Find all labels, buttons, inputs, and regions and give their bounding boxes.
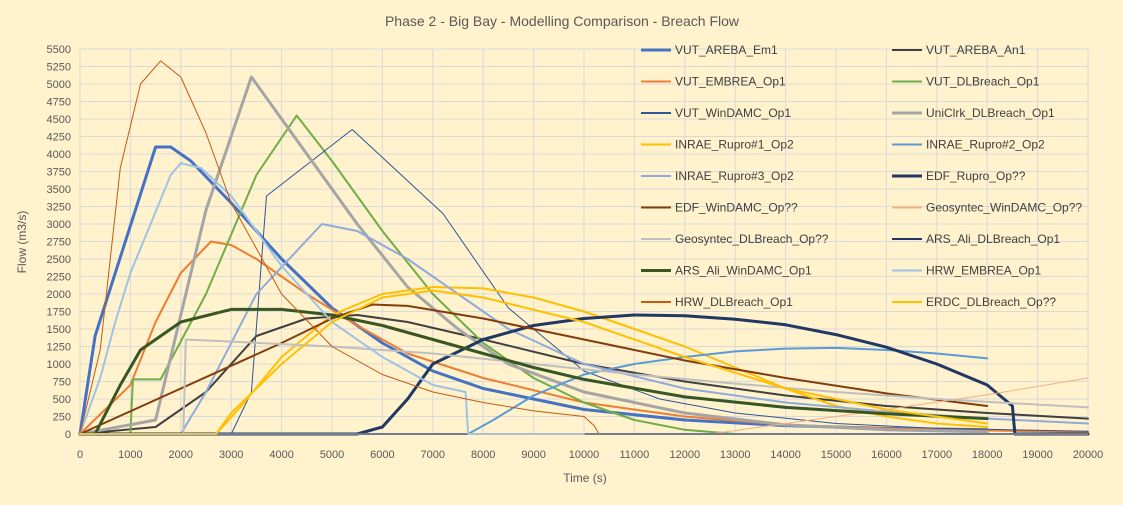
x-tick-label: 18000 <box>972 449 1003 461</box>
series-line-hrw-embrea-op1 <box>79 162 585 435</box>
series-line-vut-dlbreach-op1 <box>79 114 737 435</box>
x-tick-label: 5000 <box>320 449 344 461</box>
chart-title: Phase 2 - Big Bay - Modelling Comparison… <box>385 13 740 29</box>
legend-label: HRW_DLBreach_Op1 <box>675 295 793 309</box>
y-tick-label: 3000 <box>47 219 71 231</box>
y-tick-label: 2000 <box>47 289 71 301</box>
x-tick-label: 13000 <box>720 449 751 461</box>
legend-label: INRAE_Rupro#1_Op2 <box>675 138 794 152</box>
y-tick-label: 5500 <box>47 44 71 56</box>
x-tick-label: 6000 <box>370 449 394 461</box>
series-line-vut-areba-an1 <box>79 314 1089 435</box>
y-tick-label: 2500 <box>47 254 71 266</box>
x-tick-label: 2000 <box>169 449 193 461</box>
y-tick-label: 750 <box>53 377 71 389</box>
x-tick-label: 9000 <box>521 449 545 461</box>
y-tick-label: 500 <box>53 394 71 406</box>
x-tick-label: 3000 <box>219 449 243 461</box>
y-tick-label: 2250 <box>47 272 71 284</box>
legend-label: Geosyntec_WinDAMC_Op?? <box>926 201 1082 215</box>
legend-label: EDF_Rupro_Op?? <box>926 169 1026 183</box>
y-tick-label: 4250 <box>47 132 71 144</box>
legend: VUT_AREBA_Em1 VUT_AREBA_An1 VUT_EMBREA_Op1… <box>641 43 1082 309</box>
series-line-ars-ali-windamc-op1 <box>78 307 989 436</box>
y-tick-label: 1750 <box>47 307 71 319</box>
legend-label: ARS_Ali_WinDAMC_Op1 <box>675 264 812 278</box>
legend-label: INRAE_Rupro#3_Op2 <box>675 169 794 183</box>
x-tick-label: 19000 <box>1022 449 1053 461</box>
x-tick-label: 7000 <box>421 449 445 461</box>
series-line-vut-windamc-op1 <box>79 129 1089 435</box>
y-tick-label: 5000 <box>47 79 71 91</box>
legend-label: EDF_WinDAMC_Op?? <box>675 201 798 215</box>
legend-label: UniClrk_DLBreach_Op1 <box>926 106 1055 120</box>
y-tick-label: 3250 <box>47 202 71 214</box>
series-line-uniclrk-dlbreach-op1 <box>78 75 989 436</box>
y-tick-label: 5250 <box>47 62 71 74</box>
y-tick-label: 1500 <box>47 324 71 336</box>
legend-label: VUT_WinDAMC_Op1 <box>675 106 791 120</box>
y-tick-label: 4500 <box>47 114 71 126</box>
y-tick-label: 1000 <box>47 359 71 371</box>
series-line-hrw-dlbreach-op1 <box>79 60 1089 435</box>
y-tick-label: 3500 <box>47 184 71 196</box>
x-axis-title: Time (s) <box>563 471 607 485</box>
legend-label: Geosyntec_DLBreach_Op?? <box>675 232 829 246</box>
legend-label: VUT_AREBA_An1 <box>926 43 1026 57</box>
legend-label: VUT_AREBA_Em1 <box>675 43 778 57</box>
legend-label: VUT_EMBREA_Op1 <box>675 75 786 89</box>
y-tick-label: 3750 <box>47 167 71 179</box>
x-tick-label: 17000 <box>922 449 953 461</box>
legend-label: HRW_EMBREA_Op1 <box>926 264 1041 278</box>
y-axis-title: Flow (m3/s) <box>15 211 29 274</box>
x-tick-label: 4000 <box>269 449 293 461</box>
series-line-geosyntec-dlbreach-op- <box>79 338 1089 435</box>
x-tick-label: 11000 <box>620 449 650 461</box>
legend-label: ERDC_DLBreach_Op?? <box>926 295 1056 309</box>
y-tick-label: 4000 <box>47 149 71 161</box>
y-tick-label: 2750 <box>47 237 71 249</box>
x-tick-label: 10000 <box>569 449 600 461</box>
y-tick-label: 0 <box>65 429 71 441</box>
legend-label: ARS_Ali_DLBreach_Op1 <box>926 232 1060 246</box>
y-tick-label: 4750 <box>47 97 71 109</box>
series-line-erdc-dlbreach-op- <box>79 289 989 435</box>
y-tick-label: 1250 <box>47 342 71 354</box>
series-line-edf-windamc-op- <box>79 303 989 435</box>
x-tick-label: 20000 <box>1073 449 1104 461</box>
legend-label: INRAE_Rupro#2_Op2 <box>926 138 1045 152</box>
series-line-edf-rupro-op- <box>78 313 1090 436</box>
x-tick-label: 15000 <box>821 449 852 461</box>
x-tick-label: 12000 <box>670 449 701 461</box>
x-tick-label: 1000 <box>118 449 142 461</box>
axes: 0 250 500 750 1000 1250 1500 1750 2000 2250 2500 27… <box>47 44 1104 461</box>
x-tick-label: 0 <box>77 449 83 461</box>
x-tick-label: 8000 <box>471 449 495 461</box>
x-tick-label: 16000 <box>871 449 902 461</box>
y-tick-label: 250 <box>53 412 71 424</box>
legend-label: VUT_DLBreach_Op1 <box>926 75 1040 89</box>
x-tick-label: 14000 <box>770 449 801 461</box>
